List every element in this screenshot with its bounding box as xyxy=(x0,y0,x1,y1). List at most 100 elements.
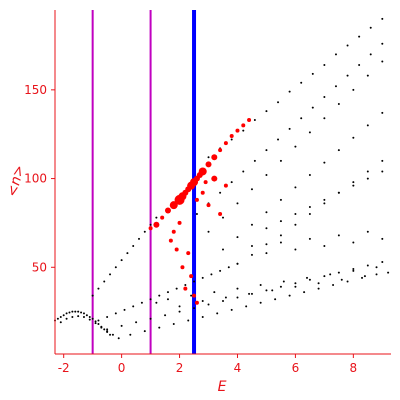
x-tick-label: 0 xyxy=(118,361,126,375)
data-point-black xyxy=(222,216,224,219)
data-point-black xyxy=(274,298,277,301)
data-point-black xyxy=(337,271,340,274)
data-point-black xyxy=(195,213,198,216)
data-point-black xyxy=(294,223,297,226)
data-point-black xyxy=(56,317,59,320)
data-point-black xyxy=(366,124,369,127)
data-point-black xyxy=(175,287,178,290)
data-point-black xyxy=(250,188,253,191)
data-point-black xyxy=(352,136,355,139)
data-point-black xyxy=(381,60,384,63)
x-tick-label: 4 xyxy=(234,361,242,375)
data-point-black xyxy=(337,149,340,152)
data-point-black xyxy=(201,276,204,279)
data-point-black xyxy=(352,88,355,91)
data-point-black xyxy=(91,317,94,320)
data-point-black xyxy=(288,127,291,130)
data-point-black xyxy=(236,236,239,239)
data-point-black xyxy=(120,324,123,327)
data-point-black xyxy=(323,202,326,205)
data-point-black xyxy=(346,280,349,283)
data-point-black xyxy=(114,312,117,315)
data-point-black xyxy=(323,95,326,98)
data-point-red xyxy=(211,154,218,161)
data-point-black xyxy=(236,262,239,265)
data-point-black xyxy=(337,234,340,237)
data-point-black xyxy=(381,159,384,162)
data-point-black xyxy=(126,252,129,255)
data-point-black xyxy=(149,298,152,301)
data-point-black xyxy=(294,248,297,251)
x-tick-label: -2 xyxy=(58,361,70,375)
data-point-red xyxy=(223,141,228,146)
data-point-black xyxy=(375,266,378,269)
data-point-black xyxy=(193,307,196,310)
data-point-black xyxy=(381,17,384,20)
data-point-black xyxy=(381,260,384,263)
data-point-black xyxy=(77,310,80,313)
data-point-black xyxy=(82,312,85,315)
data-point-black xyxy=(164,314,167,317)
data-point-black xyxy=(303,291,306,294)
data-point-black xyxy=(94,322,97,325)
data-point-black xyxy=(91,294,94,297)
data-point-black xyxy=(311,106,314,109)
data-point-black xyxy=(381,42,384,45)
data-point-black xyxy=(103,328,106,331)
data-point-black xyxy=(103,280,106,283)
data-point-black xyxy=(230,308,233,311)
data-point-black xyxy=(184,284,187,287)
data-point-black xyxy=(366,170,369,173)
data-point-black xyxy=(337,191,340,194)
data-point-black xyxy=(366,74,369,77)
data-point-black xyxy=(207,230,210,233)
data-point-black xyxy=(80,311,83,314)
data-point-black xyxy=(308,131,311,134)
data-point-black xyxy=(114,266,117,269)
data-point-black xyxy=(100,326,103,329)
data-point-black xyxy=(346,44,349,47)
data-point-red xyxy=(229,133,234,138)
data-point-black xyxy=(166,298,169,301)
data-point-red xyxy=(189,274,194,279)
data-point-black xyxy=(111,333,114,336)
data-point-black xyxy=(300,117,303,120)
data-point-black xyxy=(97,287,100,290)
data-point-black xyxy=(106,315,109,318)
data-point-black xyxy=(140,301,143,304)
data-point-black xyxy=(68,311,71,314)
data-point-black xyxy=(282,280,285,283)
data-point-black xyxy=(207,156,210,159)
data-point-black xyxy=(207,303,210,306)
data-point-black xyxy=(230,138,233,141)
data-point-black xyxy=(216,312,219,315)
data-point-black xyxy=(381,111,384,114)
data-point-black xyxy=(210,273,213,276)
data-point-black xyxy=(271,289,274,292)
data-point-black xyxy=(259,301,262,304)
data-point-black xyxy=(381,170,384,173)
data-point-black xyxy=(172,323,175,326)
data-point-red xyxy=(171,229,176,234)
data-point-black xyxy=(323,198,326,201)
data-point-black xyxy=(224,296,227,299)
data-point-black xyxy=(242,129,245,132)
data-point-black xyxy=(250,253,253,256)
data-point-red xyxy=(206,203,211,208)
scatter-points xyxy=(54,17,390,340)
data-point-red xyxy=(200,190,205,195)
data-point-red xyxy=(247,118,252,123)
x-tick-label: 2 xyxy=(176,361,184,375)
x-axis-label: E xyxy=(218,379,227,395)
data-point-black xyxy=(97,319,100,322)
data-point-black xyxy=(132,305,135,308)
data-point-black xyxy=(250,244,253,247)
data-point-black xyxy=(323,117,326,120)
data-point-black xyxy=(387,271,390,274)
data-point-red xyxy=(192,293,197,298)
data-point-black xyxy=(77,315,80,318)
data-point-black xyxy=(155,216,158,219)
data-point-black xyxy=(308,205,311,208)
data-point-black xyxy=(265,174,268,177)
axes xyxy=(54,10,391,355)
